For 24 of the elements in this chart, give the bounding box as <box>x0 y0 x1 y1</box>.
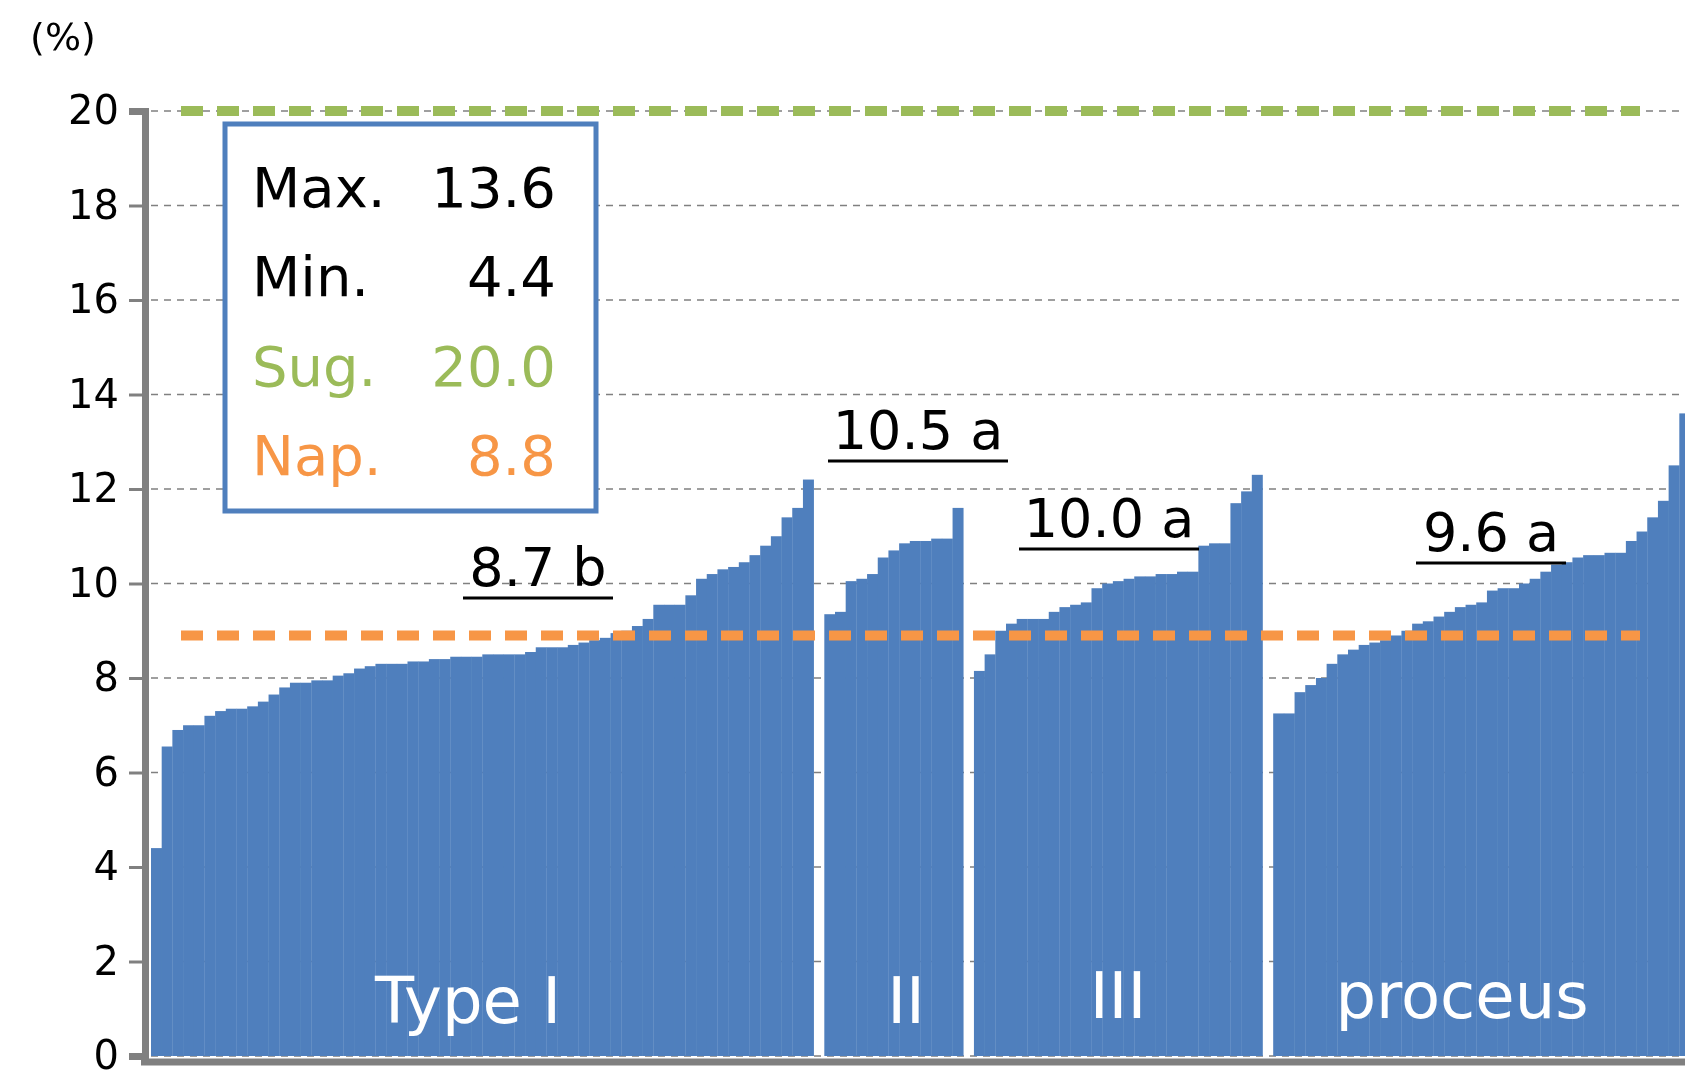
annotation: 9.6 a <box>1422 501 1560 564</box>
annotation: Max. 13.6 <box>252 155 556 220</box>
annotation: proceus <box>1335 959 1589 1033</box>
y-tick-label: 6 <box>93 748 119 795</box>
annotation: II <box>887 964 925 1038</box>
y-tick-label: 20 <box>68 87 119 134</box>
annotation: 10.5 a <box>832 399 1004 462</box>
y-tick-label: 18 <box>68 181 119 228</box>
annotation: Type I <box>373 964 562 1038</box>
y-tick-label: 12 <box>68 465 119 512</box>
y-tick-label: 16 <box>68 276 119 323</box>
text: Min. 4.4 <box>252 244 556 309</box>
annotation: 8.7 b <box>469 536 607 599</box>
annotation: III <box>1089 959 1147 1033</box>
y-tick-label: 10 <box>68 559 119 606</box>
y-axis-title: (%) <box>30 15 96 59</box>
y-tick-label: 0 <box>93 1032 119 1072</box>
y-tick-label: 2 <box>93 937 119 984</box>
y-tick-label: 8 <box>93 654 119 701</box>
annotation: Sug. 20.0 <box>252 334 556 399</box>
y-tick-label: 4 <box>93 843 119 890</box>
text: Nap. 8.8 <box>252 423 556 488</box>
annotation: 10.0 a <box>1023 487 1195 550</box>
y-tick-label: 14 <box>68 370 119 417</box>
